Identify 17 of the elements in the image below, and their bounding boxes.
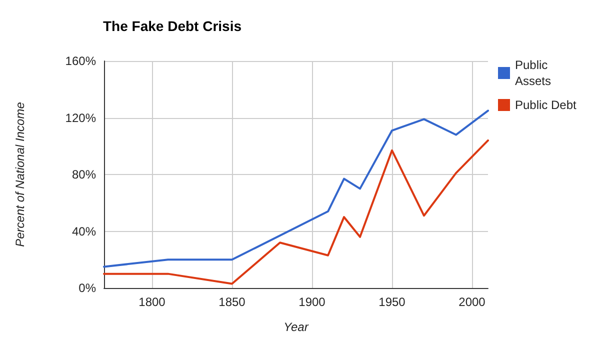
line-series (103, 139, 489, 285)
y-axis-title: Percent of National Income (13, 102, 27, 247)
y-tick-label: 0% (78, 281, 96, 295)
legend-label: Public Assets (515, 58, 552, 88)
line-series (103, 110, 489, 268)
legend-label: Public Debt (515, 98, 578, 112)
x-tick-label: 1800 (138, 295, 166, 309)
x-tick-label: 2000 (458, 295, 486, 309)
x-tick-label: 1900 (298, 295, 326, 309)
y-tick-label: 120% (65, 110, 96, 125)
x-tick-label: 1950 (378, 295, 406, 309)
chart-title: The Fake Debt Crisis (103, 18, 242, 34)
y-tick-label: 40% (72, 224, 96, 238)
y-tick-label: 80% (72, 168, 96, 182)
y-tick-label: 160% (65, 54, 96, 68)
x-tick-label: 1850 (218, 295, 246, 309)
x-axis-title: Year (284, 320, 310, 334)
